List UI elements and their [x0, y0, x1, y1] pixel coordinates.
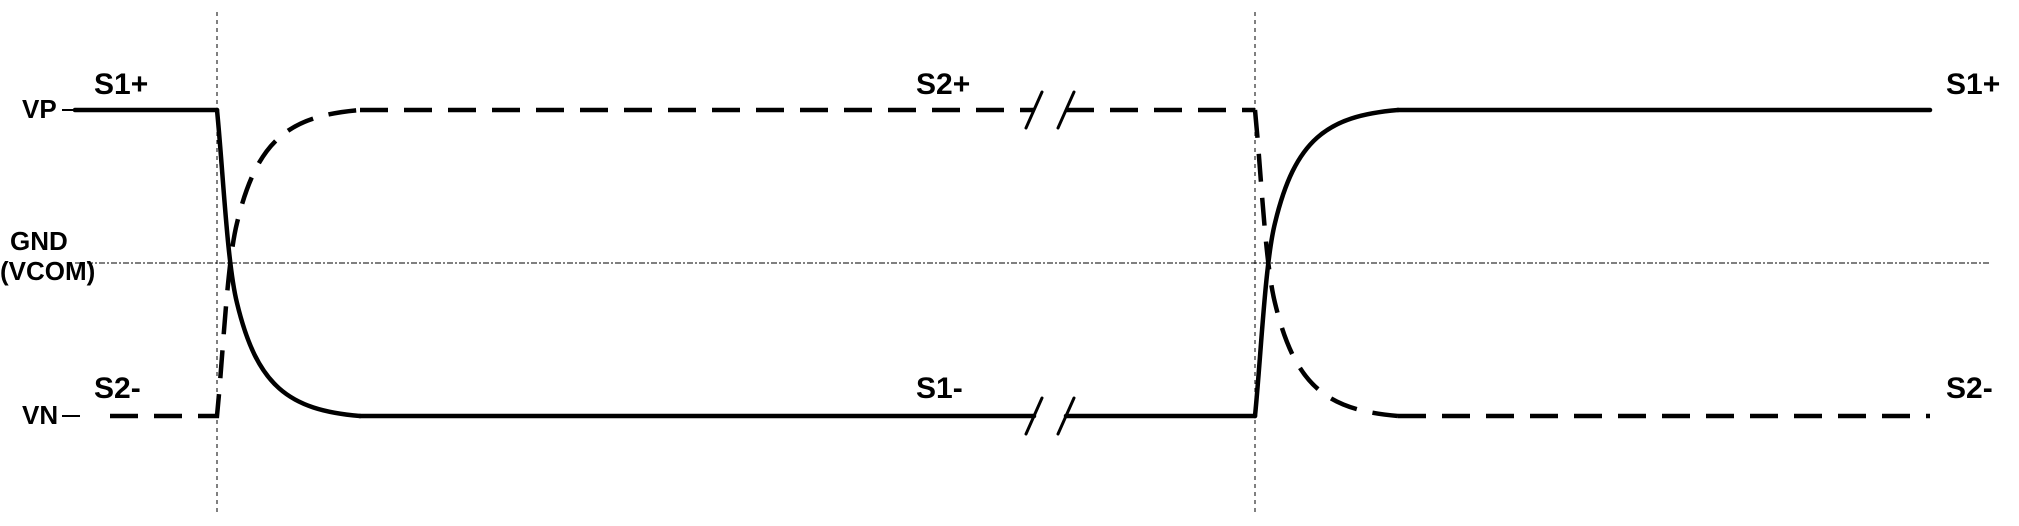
- label-gnd: GND: [10, 226, 68, 257]
- label-s1m-mid: S1-: [916, 372, 963, 406]
- label-s1p-left: S1+: [94, 68, 148, 102]
- label-vcom: (VCOM): [0, 256, 95, 287]
- timing-diagram: [0, 0, 2019, 526]
- label-s1p-right: S1+: [1946, 68, 2000, 102]
- label-vp: VP: [22, 94, 57, 125]
- label-s2p-mid: S2+: [916, 68, 970, 102]
- label-s2m-right: S2-: [1946, 372, 1993, 406]
- label-vn: VN: [22, 400, 58, 431]
- label-s2m-left: S2-: [94, 372, 141, 406]
